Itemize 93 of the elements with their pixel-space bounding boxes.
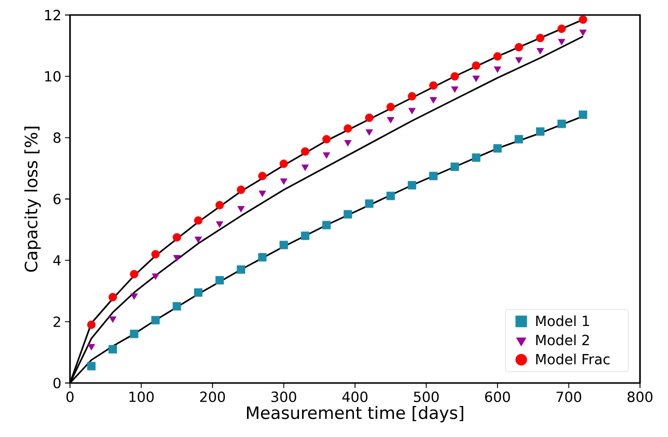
- x-tick-label: 700: [556, 392, 582, 402]
- point: [215, 200, 224, 210]
- point: [109, 316, 116, 323]
- point: [130, 270, 138, 278]
- y-tick-label: 12: [45, 10, 60, 20]
- point: [386, 102, 395, 112]
- point: [152, 273, 160, 280]
- point: [236, 186, 246, 194]
- point: [258, 172, 267, 180]
- point: [493, 52, 502, 61]
- x-tick-label: 0: [66, 392, 74, 402]
- x-tick-label: 300: [271, 392, 296, 402]
- point: [322, 135, 331, 144]
- x-axis-title: Measurement time [days]: [247, 406, 464, 422]
- x-tick-label: 600: [485, 392, 510, 402]
- point: [536, 127, 544, 136]
- point: [300, 232, 310, 240]
- point: [322, 152, 330, 159]
- y-tick-label: 2: [54, 316, 60, 327]
- point: [429, 81, 438, 90]
- y-tick-label: 4: [53, 255, 61, 266]
- point: [451, 86, 458, 93]
- point: [386, 117, 394, 124]
- point: [344, 124, 352, 133]
- point: [558, 38, 566, 46]
- point: [514, 43, 524, 52]
- point: [472, 153, 480, 162]
- point: [151, 316, 160, 324]
- point: [258, 253, 267, 262]
- point: [108, 345, 117, 354]
- point: [216, 221, 224, 228]
- point: [578, 15, 588, 24]
- point: [429, 172, 438, 180]
- legend-label: Model Frac: [536, 354, 610, 364]
- y-axis-title: Capacity loss [%]: [24, 126, 41, 272]
- point: [301, 164, 309, 171]
- legend-label: Model 1: [536, 315, 589, 326]
- x-tick-label: 500: [414, 392, 439, 402]
- legend-label: Model 2: [536, 334, 589, 346]
- point: [130, 293, 138, 300]
- y-tick-label: 8: [54, 132, 61, 143]
- point: [430, 97, 438, 104]
- point: [258, 190, 266, 198]
- point: [515, 57, 523, 64]
- point: [536, 34, 544, 42]
- point: [87, 362, 96, 370]
- y-tick-label: 0: [53, 378, 61, 388]
- point: [108, 292, 117, 302]
- point: [365, 114, 374, 122]
- point: [514, 135, 524, 144]
- x-tick-label: 400: [342, 392, 368, 402]
- point: [557, 120, 566, 128]
- point: [536, 48, 544, 54]
- point: [237, 206, 245, 212]
- point: [322, 220, 331, 230]
- point: [472, 61, 480, 70]
- point: [300, 147, 310, 156]
- point: [194, 236, 202, 244]
- point: [280, 160, 288, 168]
- point: [557, 24, 566, 33]
- point: [450, 72, 459, 81]
- point: [130, 330, 138, 338]
- point: [366, 129, 373, 136]
- y-tick-label: 10: [45, 71, 61, 82]
- y-tick-label: 6: [54, 194, 61, 204]
- point: [173, 255, 181, 262]
- point: [88, 344, 96, 350]
- x-tick-label: 100: [129, 392, 154, 402]
- point: [494, 66, 502, 73]
- point: [194, 288, 202, 297]
- point: [578, 110, 588, 119]
- point: [408, 92, 416, 100]
- point: [236, 265, 246, 274]
- point: [215, 276, 224, 284]
- point: [472, 76, 480, 82]
- point: [408, 108, 416, 114]
- point: [386, 192, 395, 200]
- point: [194, 216, 202, 225]
- point: [344, 210, 352, 219]
- point: [172, 233, 182, 242]
- point: [344, 140, 352, 146]
- point: [450, 162, 459, 171]
- point: [87, 320, 96, 329]
- point: [365, 199, 374, 208]
- point: [280, 240, 288, 250]
- point: [579, 30, 587, 36]
- x-tick-label: 200: [200, 392, 225, 402]
- x-tick-label: 800: [628, 392, 652, 402]
- point: [280, 178, 288, 185]
- point: [408, 181, 416, 190]
- point: [493, 144, 502, 153]
- point: [172, 302, 182, 311]
- point: [151, 250, 160, 258]
